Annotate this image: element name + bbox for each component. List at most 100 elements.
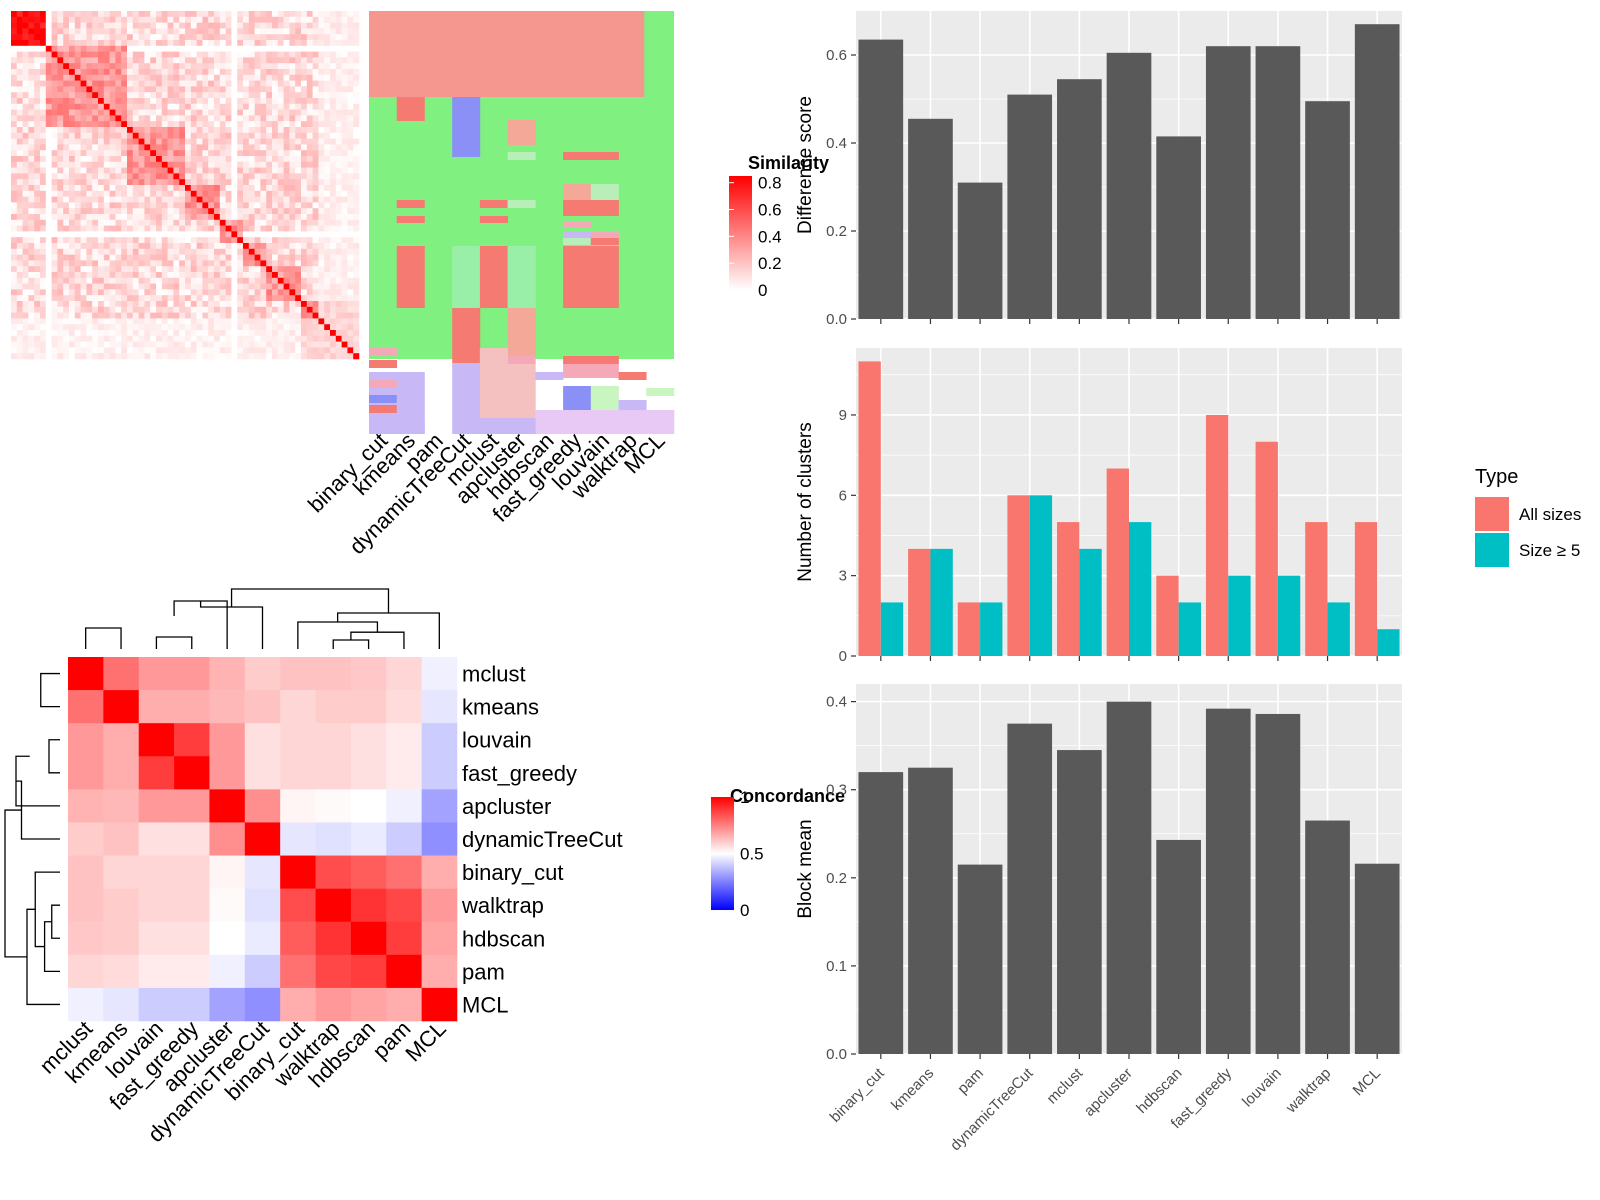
similarity-cell xyxy=(16,11,23,18)
similarity-cell xyxy=(103,45,110,52)
similarity-cell xyxy=(11,28,18,35)
similarity-cell xyxy=(318,63,325,70)
similarity-cell xyxy=(161,306,168,313)
similarity-cell xyxy=(318,156,325,163)
similarity-cell xyxy=(202,347,209,354)
similarity-cell xyxy=(40,260,47,267)
similarity-cell xyxy=(167,324,174,331)
similarity-cell xyxy=(11,103,18,110)
similarity-cell xyxy=(306,243,313,250)
similarity-cell xyxy=(103,330,110,337)
similarity-cell xyxy=(347,115,354,122)
similarity-cell xyxy=(248,248,255,255)
concordance-row-label: pam xyxy=(462,959,505,984)
similarity-cell xyxy=(260,295,267,302)
y-tick-label: 6 xyxy=(839,487,847,504)
similarity-cell xyxy=(109,63,116,70)
similarity-cell xyxy=(272,63,279,70)
similarity-cell xyxy=(109,335,116,342)
similarity-cell xyxy=(330,103,337,110)
similarity-cell xyxy=(57,156,64,163)
similarity-cell xyxy=(324,63,331,70)
similarity-cell xyxy=(260,231,267,238)
similarity-cell xyxy=(266,266,273,273)
similarity-cell xyxy=(330,69,337,76)
similarity-cell xyxy=(156,219,163,226)
similarity-cell xyxy=(312,202,319,209)
similarity-cell xyxy=(254,86,261,93)
concordance-cell xyxy=(350,690,387,724)
concordance-cell xyxy=(386,987,422,1022)
similarity-cell xyxy=(109,16,116,23)
similarity-cell xyxy=(144,127,151,134)
similarity-cell xyxy=(80,16,87,23)
similarity-cell xyxy=(266,92,273,99)
similarity-cell xyxy=(34,289,41,296)
similarity-cell xyxy=(57,16,64,23)
similarity-cell xyxy=(45,219,52,226)
type-legend: Type All sizes Size ≥ 5 xyxy=(1475,466,1581,567)
similarity-cell xyxy=(225,225,232,232)
similarity-cell xyxy=(335,277,342,284)
concordance-cell xyxy=(421,756,458,790)
similarity-cell xyxy=(86,144,93,151)
similarity-cell xyxy=(190,74,197,81)
similarity-cell xyxy=(22,28,29,35)
similarity-cell xyxy=(34,248,41,255)
similarity-cell xyxy=(295,69,302,76)
similarity-cell xyxy=(219,86,226,93)
similarity-cell xyxy=(312,115,319,122)
similarity-cell xyxy=(150,109,157,116)
concordance-cell xyxy=(244,789,281,823)
similarity-cell xyxy=(306,40,313,47)
annotation-patch xyxy=(452,97,481,157)
similarity-cell xyxy=(45,214,52,221)
similarity-cell xyxy=(45,127,52,134)
similarity-cell xyxy=(144,179,151,186)
bar-size-ge-5 xyxy=(1029,495,1053,656)
similarity-cell xyxy=(301,173,308,180)
similarity-cell xyxy=(283,115,290,122)
similarity-cell xyxy=(225,347,232,354)
similarity-cell xyxy=(40,219,47,226)
similarity-cell xyxy=(254,277,261,284)
similarity-cell xyxy=(272,11,279,18)
similarity-cell xyxy=(40,277,47,284)
similarity-cell xyxy=(289,127,296,134)
similarity-cell xyxy=(335,231,342,238)
similarity-cell xyxy=(45,301,52,308)
similarity-cell xyxy=(121,185,128,192)
similarity-cell xyxy=(109,243,116,250)
similarity-cell xyxy=(103,92,110,99)
similarity-cell xyxy=(335,150,342,157)
similarity-cell xyxy=(74,312,81,319)
similarity-cell xyxy=(16,138,23,145)
similarity-cell xyxy=(150,22,157,29)
similarity-cell xyxy=(173,63,180,70)
similarity-cell xyxy=(103,69,110,76)
similarity-cell xyxy=(57,22,64,29)
similarity-cell xyxy=(260,80,267,87)
similarity-cell xyxy=(214,266,221,273)
similarity-cell xyxy=(341,132,348,139)
similarity-cell xyxy=(202,301,209,308)
similarity-cell xyxy=(144,173,151,180)
bar-size-ge-5 xyxy=(1079,548,1102,656)
similarity-cell xyxy=(306,51,313,58)
similarity-cell xyxy=(225,295,232,302)
similarity-cell xyxy=(167,225,174,232)
similarity-cell xyxy=(335,283,342,290)
similarity-cell xyxy=(219,115,226,122)
similarity-cell xyxy=(132,92,139,99)
similarity-cell xyxy=(306,98,313,105)
similarity-cell xyxy=(283,92,290,99)
similarity-cell xyxy=(22,144,29,151)
similarity-cell xyxy=(306,80,313,87)
similarity-cell xyxy=(330,45,337,52)
similarity-cell xyxy=(173,167,180,174)
similarity-cell xyxy=(190,301,197,308)
similarity-cell xyxy=(80,335,87,342)
similarity-cell xyxy=(173,208,180,215)
similarity-cell xyxy=(330,225,337,232)
